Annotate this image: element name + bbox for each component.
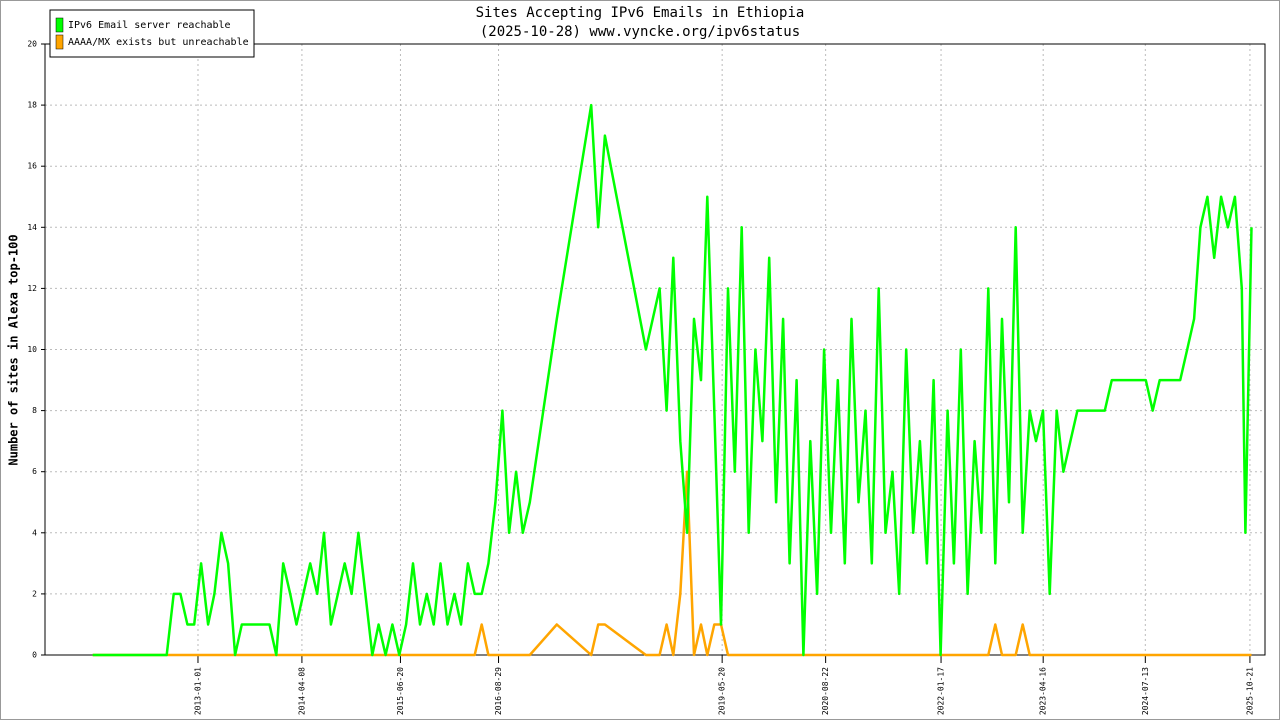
legend-swatch (55, 34, 64, 50)
legend-box (49, 9, 255, 58)
legend-label: IPv6 Email server reachable (68, 20, 231, 31)
y-tick-label: 18 (27, 101, 37, 110)
x-tick-label: 2025-10-21 (1245, 667, 1254, 715)
y-tick-label: 16 (27, 162, 37, 171)
y-tick-label: 0 (32, 651, 37, 660)
chart-subtitle: (2025-10-28) www.vyncke.org/ipv6status (480, 24, 800, 40)
series-line (92, 470, 1252, 657)
y-tick-label: 8 (32, 406, 37, 415)
y-tick-label: 10 (27, 345, 37, 354)
legend-swatch (55, 17, 64, 33)
x-tick-label: 2023-04-16 (1039, 667, 1048, 715)
y-tick-label: 14 (27, 223, 37, 232)
x-tick-label: 2015-06-20 (396, 667, 405, 715)
y-tick-label: 6 (32, 467, 37, 476)
x-tick-label: 2020-08-22 (821, 667, 830, 715)
y-axis-label: Number of sites in Alexa top-100 (7, 234, 21, 465)
x-tick-label: 2022-01-17 (937, 667, 946, 715)
x-tick-label: 2016-08-29 (494, 667, 503, 715)
x-tick-label: 2019-05-20 (718, 667, 727, 715)
x-tick-label: 2024-07-13 (1141, 667, 1150, 715)
series-line (92, 103, 1253, 657)
x-tick-label: 2013-01-01 (193, 667, 202, 715)
y-tick-label: 4 (32, 528, 37, 537)
y-tick-label: 2 (32, 589, 37, 598)
y-tick-label: 12 (27, 284, 37, 293)
legend-label: AAAA/MX exists but unreachable (68, 37, 249, 48)
chart-title: Sites Accepting IPv6 Emails in Ethiopia (476, 5, 805, 21)
y-tick-label: 20 (27, 40, 37, 49)
x-tick-label: 2014-04-08 (297, 667, 306, 715)
